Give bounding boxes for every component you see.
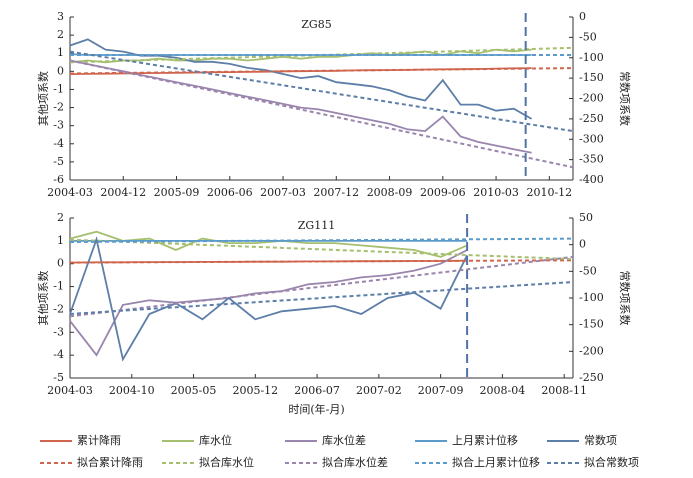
y-tick-label: 0 [57, 64, 64, 77]
y2-tick-label: -350 [579, 153, 604, 166]
x-tick-label: 2007-09 [418, 384, 464, 397]
y-tick-label: 2 [57, 211, 64, 224]
y2-tick-label: -200 [579, 344, 604, 357]
legend-label: 常数项 [584, 434, 617, 447]
series-line [69, 48, 532, 64]
y-tick-label: -3 [53, 325, 64, 338]
x-tick-label: 2008-11 [541, 384, 587, 397]
x-tick-label: 2005-09 [154, 186, 200, 199]
series-line: 库水位 [69, 230, 468, 258]
y-tick-label: -2 [53, 302, 64, 315]
y2-tick-label: -50 [579, 30, 597, 43]
y-tick-label: 0 [57, 257, 64, 270]
y-axis-label: 其他项系数 [37, 271, 50, 326]
y2-tick-label: 0 [579, 10, 586, 23]
y2-tick-label: -300 [579, 132, 604, 145]
y2-tick-label: -150 [579, 318, 604, 331]
legend-label: 库水位差 [322, 433, 366, 447]
legend-label: 拟合库水位差 [322, 455, 388, 469]
y2-tick-label: -100 [579, 291, 604, 304]
x-tick-label: 2008-04 [480, 384, 526, 397]
y-tick-label: -4 [53, 348, 64, 361]
x-tick-label: 2004-03 [47, 384, 93, 397]
x-tick-label: 2006-07 [294, 384, 340, 397]
fit-line: 拟合库水位差 [69, 255, 574, 318]
series-line [69, 67, 532, 75]
y-tick-label: -5 [53, 155, 64, 168]
x-tick-label: 2007-03 [260, 186, 306, 199]
fit-line [69, 59, 574, 169]
y2-tick-label: -50 [579, 264, 597, 277]
y2-tick-label: 0 [579, 238, 586, 251]
y-tick-label: -1 [53, 280, 64, 293]
x-tick-label: 2004-12 [100, 186, 146, 199]
y-tick-label: 1 [57, 234, 64, 247]
y-tick-label: -3 [53, 119, 64, 132]
y-tick-label: -4 [53, 137, 64, 150]
x-tick-label: 2005-05 [171, 384, 217, 397]
series-line: 常数项 [69, 236, 468, 362]
x-tick-label: 2009-06 [420, 186, 466, 199]
x-tick-label: 2007-12 [313, 186, 359, 199]
x-axis-label: 时间(年-月) [288, 402, 344, 416]
fit-line: 拟合常数项 [69, 281, 574, 315]
x-tick-label: 2006-06 [207, 186, 253, 199]
x-tick-label: 2004-03 [47, 186, 93, 199]
x-tick-label: 2007-02 [356, 384, 402, 397]
y2-tick-label: -150 [579, 71, 604, 84]
x-tick-label: 2004-10 [109, 384, 155, 397]
y-tick-label: 1 [57, 46, 64, 59]
chart-title: ZG85 [301, 18, 331, 31]
legend-label: 上月累计位移 [452, 433, 518, 447]
x-tick-label: 2008-09 [367, 186, 413, 199]
y-axis-label: 其他项系数 [37, 71, 50, 126]
y-tick-label: -5 [53, 371, 64, 384]
fit-line [69, 50, 574, 133]
y2-tick-label: 50 [579, 211, 593, 224]
legend-label: 拟合库水位 [199, 455, 254, 469]
series-line: 库水位差 [69, 249, 468, 357]
y-tick-label: -2 [53, 101, 64, 114]
y2-tick-label: -400 [579, 173, 604, 186]
y2-tick-label: -250 [579, 371, 604, 384]
panel: 2 1 0 -1 -2 -3 -4 -5 50 0 -50 -100 -150 -200 -250 2004-… [37, 211, 631, 416]
y-tick-label: 3 [57, 10, 64, 23]
legend-label: 拟合常数项 [584, 455, 639, 469]
chart-title: ZG111 [298, 219, 335, 232]
y2-axis-label: 常数项系数 [618, 71, 631, 126]
panel: 3 2 1 0 -1 -2 -3 -4 -5 -6 0 -50 -100 -150 -200 -250 -300… [37, 10, 631, 199]
legend-label: 拟合累计降雨 [77, 455, 143, 469]
legend-label: 库水位 [199, 433, 232, 447]
y2-tick-label: -200 [579, 92, 604, 105]
series-line [69, 38, 533, 120]
y-tick-label: -1 [53, 82, 64, 95]
legend-label: 拟合上月累计位移 [452, 455, 540, 469]
x-tick-label: 2005-12 [232, 384, 278, 397]
legend-label: 累计降雨 [77, 433, 121, 447]
y-tick-label: 2 [57, 28, 64, 41]
y2-axis-label: 常数项系数 [618, 271, 631, 326]
x-tick-label: 2010-12 [526, 186, 572, 199]
y2-tick-label: -250 [579, 112, 604, 125]
x-tick-label: 2010-03 [473, 186, 519, 199]
y-tick-label: -6 [53, 173, 64, 186]
y2-tick-label: -100 [579, 51, 604, 64]
